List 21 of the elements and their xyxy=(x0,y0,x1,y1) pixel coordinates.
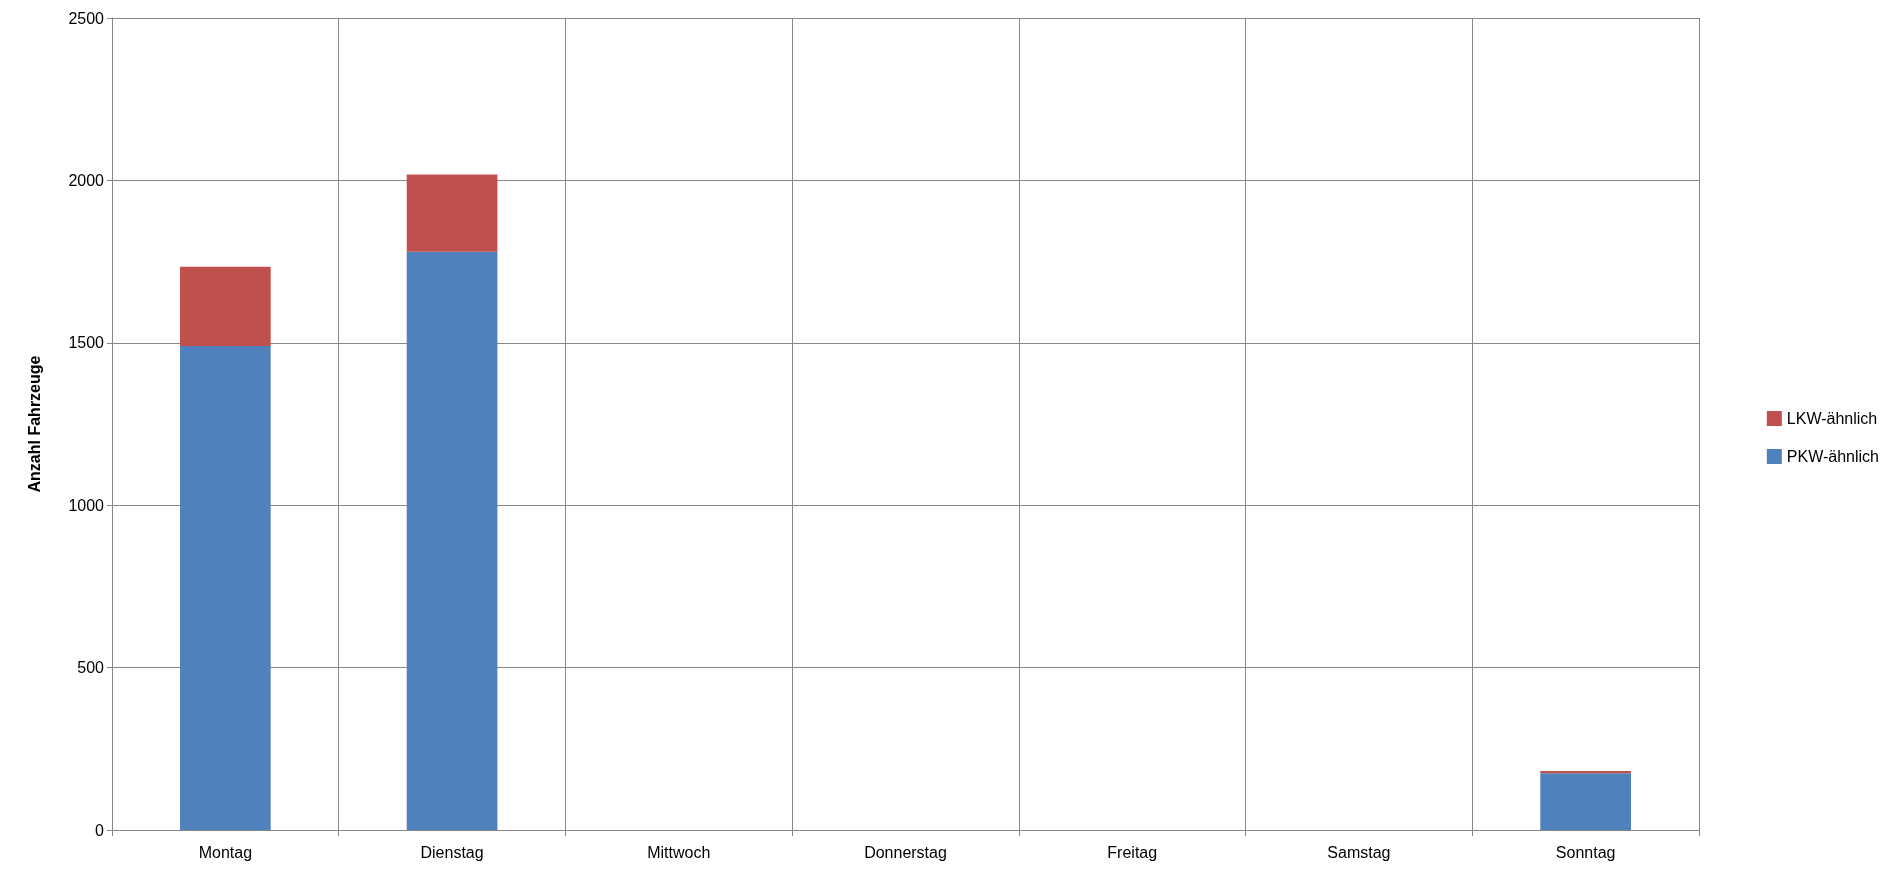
x-tick-label: Donnerstag xyxy=(864,843,947,861)
x-tick-label: Samstag xyxy=(1327,843,1391,861)
legend-label: LKW-ähnlich xyxy=(1786,410,1878,427)
x-tick-label: Sonntag xyxy=(1555,843,1616,861)
x-tick-label: Freitag xyxy=(1107,843,1158,861)
y-axis-title: Anzahl Fahrzeuge xyxy=(25,355,43,493)
bar xyxy=(180,266,271,347)
bar xyxy=(180,346,271,830)
bar xyxy=(1540,773,1631,830)
y-tick-label: 500 xyxy=(77,659,105,677)
bar xyxy=(406,174,498,252)
x-tick-label: Mittwoch xyxy=(647,843,711,861)
y-tick-label: 2000 xyxy=(68,171,105,189)
y-tick-label: 1500 xyxy=(68,334,105,352)
y-tick-label: 0 xyxy=(95,821,105,839)
x-tick-label: Montag xyxy=(198,843,253,861)
y-tick-label: 1000 xyxy=(68,496,105,514)
x-tick-label: Dienstag xyxy=(420,843,484,861)
y-tick-label: 2500 xyxy=(68,9,105,27)
legend-label: PKW-ähnlich xyxy=(1786,448,1879,465)
bar xyxy=(406,251,498,830)
